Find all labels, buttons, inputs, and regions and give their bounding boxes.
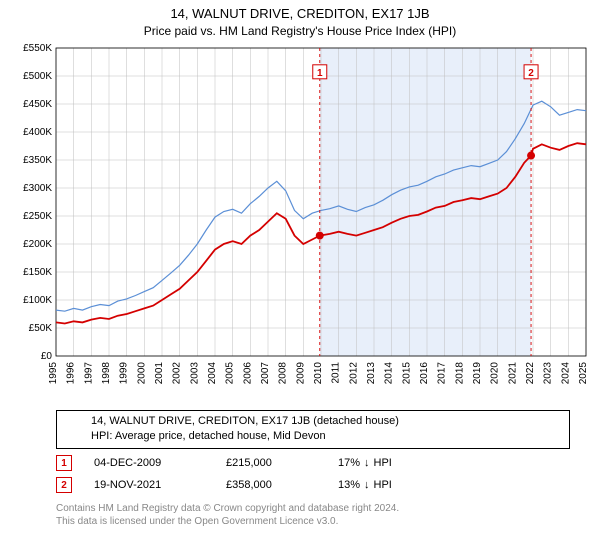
sale-diff-pct-2: 13%	[338, 479, 360, 491]
svg-text:£400K: £400K	[23, 127, 52, 138]
svg-text:£50K: £50K	[29, 323, 53, 334]
svg-text:2002: 2002	[172, 362, 183, 385]
svg-text:£500K: £500K	[23, 71, 52, 82]
footer-line2: This data is licensed under the Open Gov…	[56, 515, 556, 528]
sale-diff-suffix-1: HPI	[374, 457, 392, 469]
svg-text:£300K: £300K	[23, 183, 52, 194]
legend-row-property: 14, WALNUT DRIVE, CREDITON, EX17 1JB (de…	[63, 414, 563, 429]
svg-text:2019: 2019	[472, 362, 483, 385]
svg-text:2003: 2003	[189, 362, 200, 385]
sale-diff-pct-1: 17%	[338, 457, 360, 469]
sale-row-1: 1 04-DEC-2009 £215,000 17% ↓ HPI	[56, 452, 556, 474]
footer-attribution: Contains HM Land Registry data © Crown c…	[56, 502, 556, 528]
svg-text:2006: 2006	[242, 362, 253, 385]
chart-title-address: 14, WALNUT DRIVE, CREDITON, EX17 1JB	[0, 6, 600, 21]
svg-text:2008: 2008	[278, 362, 289, 385]
svg-text:£200K: £200K	[23, 239, 52, 250]
legend-box: 14, WALNUT DRIVE, CREDITON, EX17 1JB (de…	[56, 410, 570, 449]
svg-text:2018: 2018	[454, 362, 465, 385]
legend-text-property: 14, WALNUT DRIVE, CREDITON, EX17 1JB (de…	[91, 414, 399, 429]
svg-text:2005: 2005	[225, 362, 236, 385]
down-arrow-icon: ↓	[364, 479, 370, 491]
svg-text:2024: 2024	[560, 362, 571, 385]
svg-text:2012: 2012	[348, 362, 359, 385]
svg-text:£100K: £100K	[23, 295, 52, 306]
svg-text:£150K: £150K	[23, 267, 52, 278]
svg-text:£450K: £450K	[23, 99, 52, 110]
svg-text:1998: 1998	[101, 362, 112, 385]
chart-title-sub: Price paid vs. HM Land Registry's House …	[0, 24, 600, 38]
svg-text:2020: 2020	[490, 362, 501, 385]
sale-row-2: 2 19-NOV-2021 £358,000 13% ↓ HPI	[56, 474, 556, 496]
down-arrow-icon: ↓	[364, 457, 370, 469]
legend-text-hpi: HPI: Average price, detached house, Mid …	[91, 429, 326, 444]
svg-text:1995: 1995	[48, 362, 59, 385]
svg-text:2013: 2013	[366, 362, 377, 385]
sale-diff-1: 17% ↓ HPI	[338, 457, 392, 469]
sale-price-2: £358,000	[226, 479, 316, 491]
svg-text:2022: 2022	[525, 362, 536, 385]
svg-text:£250K: £250K	[23, 211, 52, 222]
svg-text:2023: 2023	[543, 362, 554, 385]
svg-text:2001: 2001	[154, 362, 165, 385]
sale-price-1: £215,000	[226, 457, 316, 469]
svg-text:2: 2	[528, 68, 534, 79]
svg-text:2017: 2017	[437, 362, 448, 385]
svg-text:1997: 1997	[83, 362, 94, 385]
sales-table: 1 04-DEC-2009 £215,000 17% ↓ HPI 2 19-NO…	[56, 452, 556, 496]
svg-text:£550K: £550K	[23, 44, 52, 54]
svg-text:2004: 2004	[207, 362, 218, 385]
sale-marker-1: 1	[56, 455, 72, 471]
svg-text:2014: 2014	[384, 362, 395, 385]
sale-diff-suffix-2: HPI	[374, 479, 392, 491]
footer-line1: Contains HM Land Registry data © Crown c…	[56, 502, 556, 515]
sale-date-2: 19-NOV-2021	[94, 479, 204, 491]
sale-marker-1-n: 1	[61, 458, 67, 469]
svg-text:£0: £0	[41, 351, 53, 362]
svg-text:2000: 2000	[136, 362, 147, 385]
price-chart: £0 £50K £100K £150K £200K £250K £300K £350K £400…	[8, 44, 592, 404]
svg-text:2009: 2009	[295, 362, 306, 385]
svg-text:2025: 2025	[578, 362, 589, 385]
svg-text:2007: 2007	[260, 362, 271, 385]
sale-date-1: 04-DEC-2009	[94, 457, 204, 469]
svg-text:£350K: £350K	[23, 155, 52, 166]
svg-text:2015: 2015	[401, 362, 412, 385]
svg-text:2011: 2011	[331, 362, 342, 384]
svg-text:1999: 1999	[119, 362, 130, 385]
sale-marker-2: 2	[56, 477, 72, 493]
svg-text:1: 1	[317, 68, 323, 79]
svg-text:2016: 2016	[419, 362, 430, 385]
legend-row-hpi: HPI: Average price, detached house, Mid …	[63, 429, 563, 444]
svg-text:1996: 1996	[66, 362, 77, 385]
chart-svg: £0 £50K £100K £150K £200K £250K £300K £350K £400…	[8, 44, 592, 404]
sale-diff-2: 13% ↓ HPI	[338, 479, 392, 491]
svg-text:2010: 2010	[313, 362, 324, 385]
sale-marker-2-n: 2	[61, 480, 67, 491]
svg-text:2021: 2021	[507, 362, 518, 385]
